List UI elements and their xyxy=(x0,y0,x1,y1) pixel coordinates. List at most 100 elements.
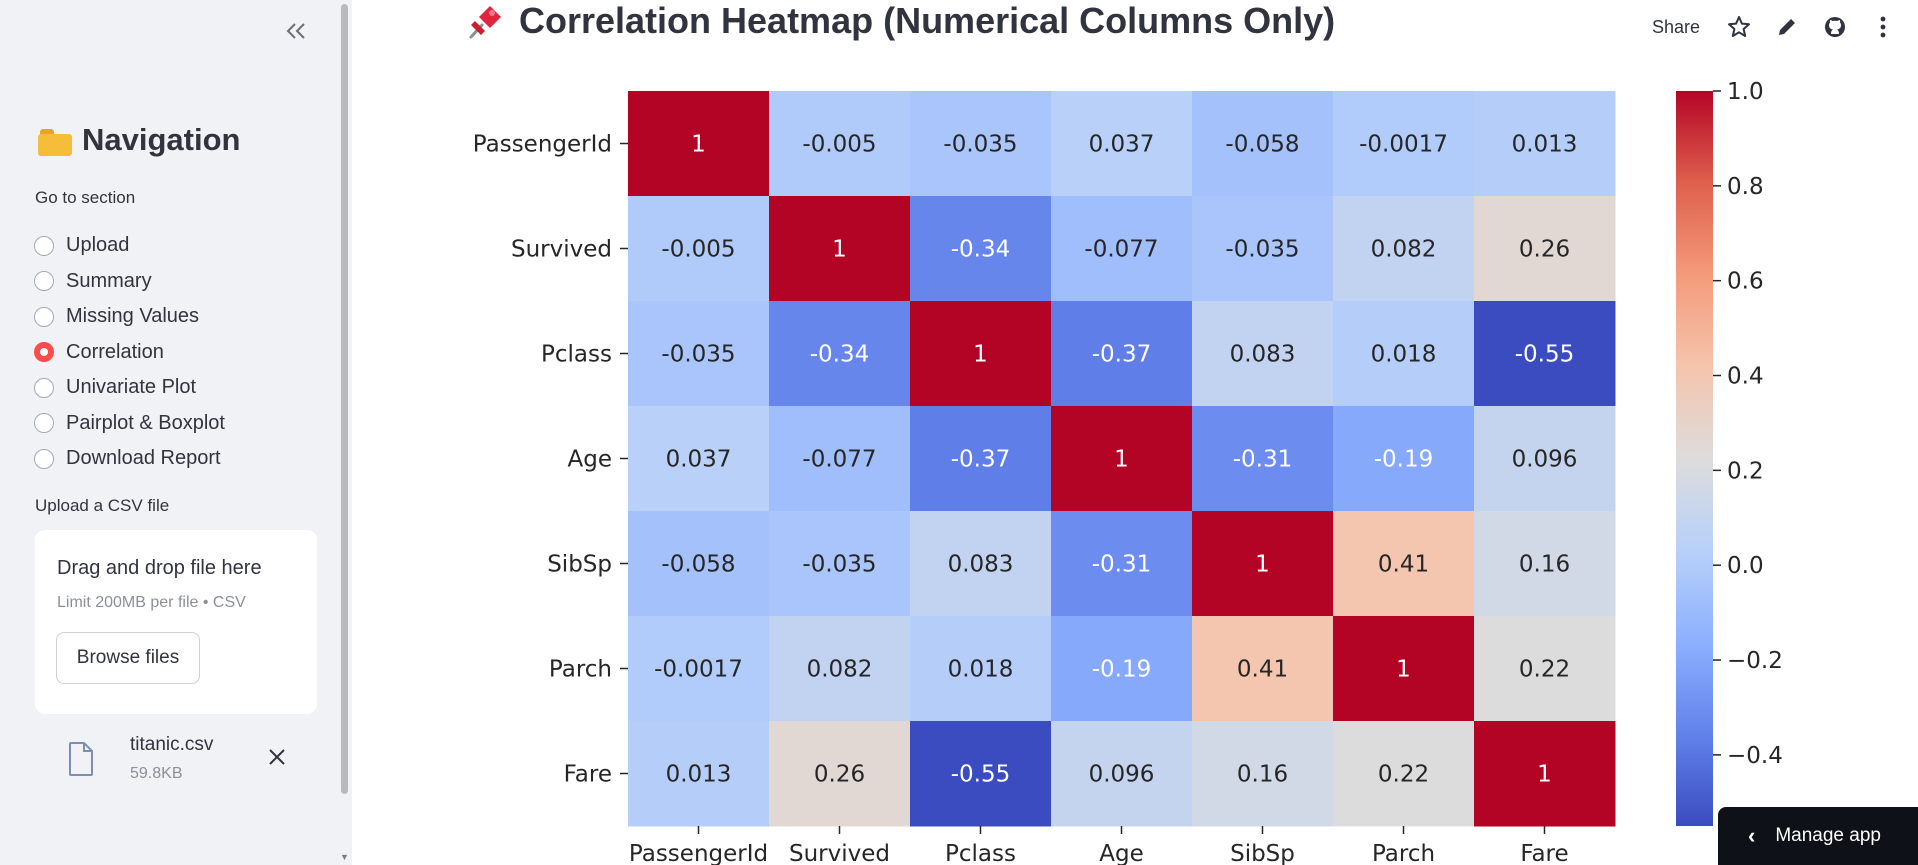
heatmap-cell-label: -0.058 xyxy=(661,552,735,578)
colorbar-tick-label: 0.0 xyxy=(1727,553,1764,579)
radio-unchecked-icon xyxy=(34,271,54,292)
sidebar-scrollbar[interactable] xyxy=(341,4,348,794)
heatmap-cell xyxy=(1333,406,1475,512)
heatmap-cell xyxy=(910,91,1052,197)
more-vertical-icon xyxy=(1880,16,1886,38)
star-icon xyxy=(1728,16,1750,37)
heatmap-cell-label: -0.035 xyxy=(943,132,1017,158)
heatmap-cell-label: -0.34 xyxy=(951,237,1011,263)
heatmap-cell xyxy=(769,91,911,197)
browse-files-button[interactable]: Browse files xyxy=(56,632,200,684)
y-tick-label: Survived xyxy=(511,237,612,263)
heatmap-cell-label: 0.26 xyxy=(814,762,865,788)
share-button[interactable]: Share xyxy=(1651,16,1700,37)
github-button[interactable] xyxy=(1822,14,1848,40)
radio-option-download-report[interactable]: Download Report xyxy=(34,441,225,477)
x-tick-label: Fare xyxy=(1520,841,1568,865)
heatmap-cell xyxy=(1192,616,1334,722)
heatmap-cell xyxy=(1474,406,1616,512)
radio-option-missing-values[interactable]: Missing Values xyxy=(34,299,225,335)
chevron-left-icon: ‹ xyxy=(1748,823,1756,848)
heatmap-cell-label: -0.31 xyxy=(1233,447,1293,473)
manage-app-label: Manage app xyxy=(1775,825,1881,846)
colorbar-tick-label: 0.6 xyxy=(1727,269,1764,295)
heatmap-cell xyxy=(769,511,911,617)
main-menu-button[interactable] xyxy=(1870,14,1896,40)
heatmap-cell-label: 0.018 xyxy=(1371,342,1437,368)
edit-button[interactable] xyxy=(1774,14,1800,40)
heatmap-cell xyxy=(910,616,1052,722)
colorbar-tick-label: 0.2 xyxy=(1727,458,1764,484)
heatmap-cell xyxy=(1051,91,1193,197)
file-icon xyxy=(69,742,93,776)
y-tick-label: Fare xyxy=(564,762,612,788)
star-button[interactable] xyxy=(1726,14,1752,40)
upload-limit-text: Limit 200MB per file • CSV xyxy=(57,594,246,611)
y-tick-label: Pclass xyxy=(541,342,612,368)
radio-option-correlation[interactable]: Correlation xyxy=(34,335,225,371)
radio-option-summary[interactable]: Summary xyxy=(34,264,225,300)
heatmap-cell xyxy=(1051,406,1193,512)
radio-group-label: Go to section xyxy=(35,188,136,207)
colorbar-tick-label: 0.4 xyxy=(1727,364,1764,390)
heatmap-cell-label: 1 xyxy=(1114,447,1129,473)
heatmap-cell-label: 0.013 xyxy=(666,762,732,788)
heatmap-cell-label: -0.19 xyxy=(1374,447,1434,473)
heatmap-cell xyxy=(1474,616,1616,722)
section-radio-group: Upload Summary Missing Values Correlation Un… xyxy=(34,228,225,477)
nav-title-text: Navigation xyxy=(82,122,241,157)
remove-file-button[interactable] xyxy=(268,742,286,773)
radio-option-pairplot-boxplot[interactable]: Pairplot & Boxplot xyxy=(34,406,225,442)
heatmap-cell xyxy=(628,616,770,722)
radio-unchecked-icon xyxy=(34,448,54,469)
heatmap-cell-label: 1 xyxy=(691,132,706,158)
colorbar-tick-label: 1.0 xyxy=(1727,79,1764,105)
github-icon xyxy=(1825,17,1845,37)
radio-unchecked-icon xyxy=(34,306,54,327)
x-tick-label: SibSp xyxy=(1230,841,1295,865)
radio-option-univariate-plot[interactable]: Univariate Plot xyxy=(34,370,225,406)
collapse-sidebar-button[interactable] xyxy=(282,14,310,48)
nav-title: Navigation xyxy=(38,122,240,158)
heatmap-cell xyxy=(910,511,1052,617)
heatmap-cell xyxy=(1051,721,1193,827)
heatmap-cell xyxy=(1333,301,1475,407)
heatmap-cell xyxy=(910,301,1052,407)
heatmap-cell xyxy=(1333,616,1475,722)
colorbar xyxy=(1676,91,1713,826)
page-title-text: Correlation Heatmap (Numerical Columns O… xyxy=(519,0,1336,41)
radio-unchecked-icon xyxy=(34,235,54,256)
heatmap-cell-label: 0.083 xyxy=(948,552,1014,578)
heatmap-cell-label: -0.005 xyxy=(661,237,735,263)
heatmap-cell-label: -0.0017 xyxy=(654,657,743,683)
heatmap-cell xyxy=(769,301,911,407)
heatmap-cell-label: -0.37 xyxy=(951,447,1011,473)
scroll-down-arrow-icon[interactable]: ▼ xyxy=(340,852,349,862)
radio-option-label: Univariate Plot xyxy=(66,376,197,399)
pencil-icon xyxy=(1779,19,1795,35)
y-tick-label: PassengerId xyxy=(473,132,612,158)
x-tick-label: Pclass xyxy=(945,841,1016,865)
heatmap-cell-label: 0.16 xyxy=(1237,762,1288,788)
file-dropzone[interactable]: Drag and drop file here Limit 200MB per … xyxy=(35,530,317,714)
y-tick-label: SibSp xyxy=(547,552,612,578)
heatmap-cell-label: 0.41 xyxy=(1378,552,1429,578)
heatmap-cell xyxy=(910,196,1052,302)
manage-app-button[interactable]: ‹ Manage app xyxy=(1718,807,1918,865)
heatmap-cell xyxy=(910,721,1052,827)
heatmap-cell xyxy=(910,406,1052,512)
radio-option-upload[interactable]: Upload xyxy=(34,228,225,264)
heatmap-cell-label: 0.037 xyxy=(666,447,732,473)
radio-option-label: Upload xyxy=(66,234,130,257)
heatmap-cell xyxy=(1333,721,1475,827)
toolbar: Share xyxy=(1652,14,1896,40)
heatmap-cell-label: 0.037 xyxy=(1089,132,1155,158)
heatmap-cell-label: -0.005 xyxy=(802,132,876,158)
heatmap-cell-label: -0.34 xyxy=(810,342,870,368)
heatmap-cell xyxy=(1192,196,1334,302)
heatmap-cell-label: 0.096 xyxy=(1089,762,1155,788)
radio-checked-icon xyxy=(34,342,54,363)
heatmap-cell xyxy=(769,406,911,512)
heatmap-cell xyxy=(1474,721,1616,827)
